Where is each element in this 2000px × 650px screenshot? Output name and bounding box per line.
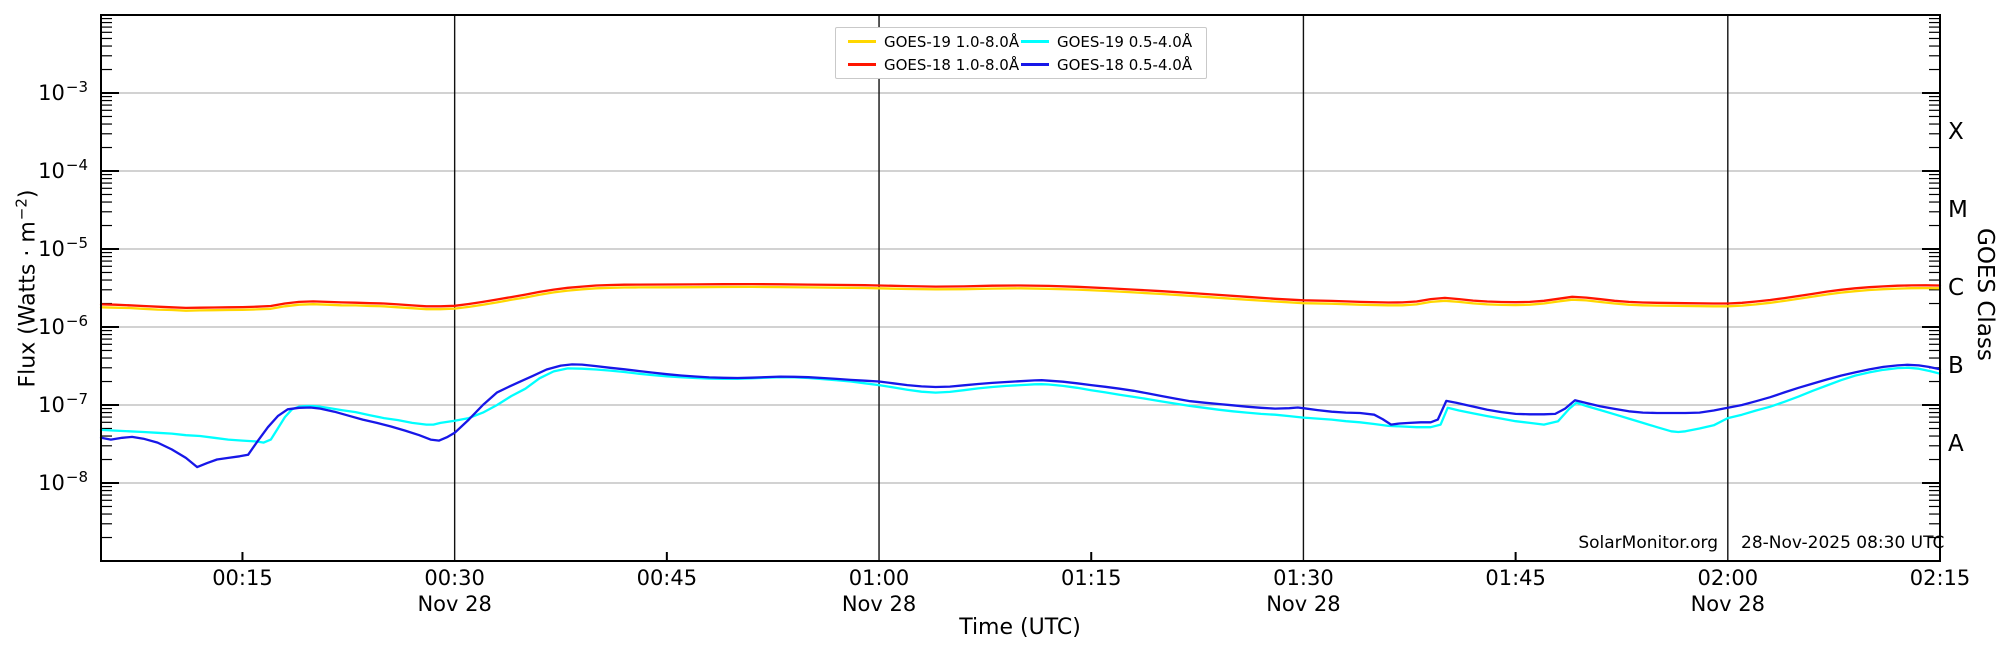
legend-item-goes19-long: GOES-19 1.0-8.0Å — [848, 33, 1021, 51]
footer-timestamp-text: 28-Nov-2025 08:30 UTC — [1741, 533, 1945, 553]
y-tick-label: 10−5 — [38, 234, 88, 261]
legend-line-swatch — [848, 40, 876, 43]
goes-class-letter: X — [1948, 119, 1964, 145]
goes-class-letter: M — [1948, 197, 1968, 223]
x-tick-label: 00:15 — [212, 566, 273, 590]
y-tick-label: 10−3 — [38, 78, 88, 105]
footer-source-text: SolarMonitor.org — [1578, 533, 1718, 553]
x-tick-label: 01:00 — [848, 566, 910, 590]
legend-label: GOES-18 1.0-8.0Å — [884, 55, 1020, 74]
y-tick-label: 10−7 — [38, 390, 88, 417]
legend: GOES-19 1.0-8.0Å GOES-19 0.5-4.0Å GOES-1… — [835, 27, 1207, 79]
goes-class-letter: C — [1948, 275, 1965, 301]
series-line — [99, 282, 1942, 310]
series-line — [99, 285, 1942, 312]
legend-line-swatch — [1021, 40, 1049, 43]
x-tick-label: 01:15 — [1060, 566, 1122, 590]
y-tick-label: 10−4 — [38, 156, 88, 183]
x-tick-label: 01:45 — [1485, 566, 1546, 590]
legend-label: GOES-19 1.0-8.0Å — [884, 32, 1020, 51]
series-line — [99, 363, 1942, 469]
x-tick-day-label: Nov 28 — [1266, 592, 1341, 616]
legend-label: GOES-18 0.5-4.0Å — [1057, 55, 1193, 74]
x-tick-day-label: Nov 28 — [1690, 592, 1765, 616]
x-tick-label: 02:15 — [1909, 566, 1971, 590]
x-axis-label: Time (UTC) — [959, 615, 1081, 640]
goes-class-letter: B — [1948, 353, 1964, 379]
y-tick-label: 10−6 — [38, 312, 88, 339]
legend-label: GOES-19 0.5-4.0Å — [1057, 32, 1193, 51]
legend-item-goes19-short: GOES-19 0.5-4.0Å — [1021, 33, 1194, 51]
y-axis-label: Flux (Watts · m−2) — [12, 189, 41, 388]
legend-line-swatch — [848, 63, 876, 66]
x-tick-label: 01:30 — [1273, 566, 1334, 590]
x-tick-day-label: Nov 28 — [417, 592, 492, 616]
goes-class-letter: A — [1948, 431, 1964, 457]
legend-line-swatch — [1021, 63, 1049, 66]
plot-frame — [100, 14, 1941, 562]
legend-item-goes18-long: GOES-18 1.0-8.0Å — [848, 56, 1021, 74]
x-tick-label: 02:00 — [1697, 566, 1759, 590]
x-tick-label: 00:30 — [424, 566, 485, 590]
right-y-axis-label: GOES Class — [1972, 228, 1998, 361]
x-tick-day-label: Nov 28 — [841, 592, 917, 616]
series-line — [99, 366, 1942, 444]
x-tick-label: 00:45 — [636, 566, 698, 590]
legend-item-goes18-short: GOES-18 0.5-4.0Å — [1021, 56, 1194, 74]
y-tick-label: 10−8 — [38, 468, 88, 495]
